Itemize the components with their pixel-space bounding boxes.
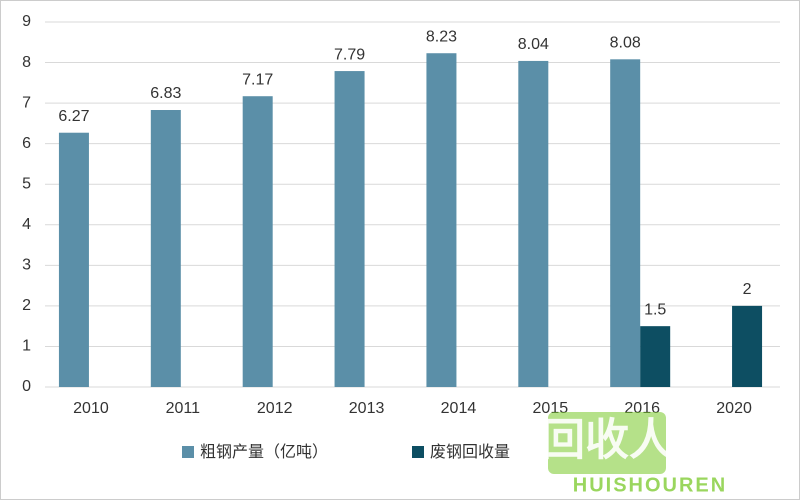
bar — [426, 53, 457, 387]
x-tick-label: 2013 — [349, 400, 385, 417]
y-tick-label: 2 — [22, 297, 31, 314]
y-tick-label: 9 — [22, 13, 31, 30]
x-tick-label: 2020 — [716, 400, 752, 417]
y-tick-label: 3 — [22, 257, 31, 274]
bar — [732, 305, 763, 387]
value-label: 8.08 — [610, 35, 641, 52]
y-tick-label: 5 — [22, 175, 31, 192]
bar — [242, 96, 273, 387]
y-tick-label: 1 — [22, 338, 31, 355]
legend-label: 废钢回收量 — [430, 443, 510, 461]
y-tick-label: 4 — [22, 216, 31, 233]
value-label: 1.5 — [644, 301, 666, 318]
value-label: 2 — [743, 281, 752, 298]
x-tick-label: 2012 — [257, 400, 293, 417]
watermark-box — [548, 412, 666, 474]
bar — [334, 71, 365, 388]
value-label: 6.83 — [150, 85, 181, 102]
watermark-logo: 回收人 — [541, 416, 673, 465]
x-tick-label: 2014 — [441, 400, 477, 417]
watermark-text: HUISHOUREN — [573, 474, 727, 496]
bar — [610, 59, 641, 388]
x-tick-label: 2011 — [166, 400, 201, 417]
value-label: 7.17 — [242, 71, 273, 88]
legend-label: 粗钢产量（亿吨） — [200, 443, 328, 461]
value-label: 8.23 — [426, 28, 457, 45]
value-label: 6.27 — [58, 108, 89, 125]
value-label: 7.79 — [334, 46, 365, 63]
bar — [150, 110, 181, 387]
y-tick-label: 0 — [22, 378, 31, 395]
bar — [518, 60, 549, 387]
y-tick-label: 6 — [22, 135, 31, 152]
legend-swatch — [412, 446, 424, 458]
x-tick-label: 2010 — [73, 400, 109, 417]
y-tick-label: 7 — [22, 94, 31, 111]
bar — [640, 326, 671, 387]
value-label: 8.04 — [518, 36, 549, 53]
y-tick-label: 8 — [22, 54, 31, 71]
legend-swatch — [182, 446, 194, 458]
bar — [58, 132, 89, 387]
